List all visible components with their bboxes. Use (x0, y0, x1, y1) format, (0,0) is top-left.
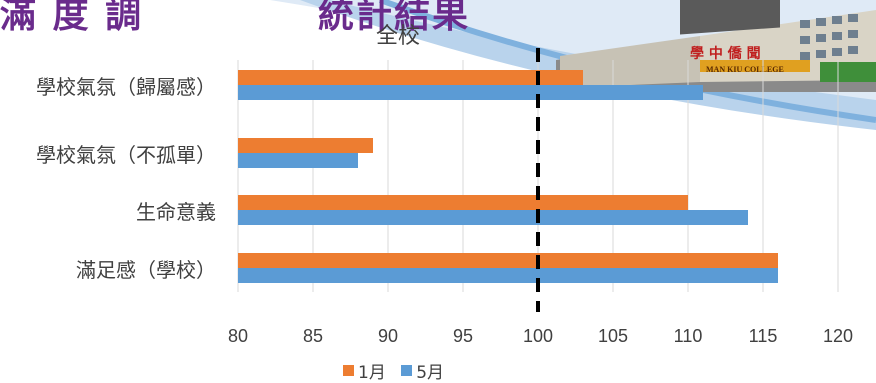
chart-title: 全校 (376, 24, 421, 49)
bar-jan-cat0 (238, 70, 583, 85)
x-tick-label: 100 (522, 326, 554, 346)
x-tick-label: 95 (452, 326, 474, 346)
legend-item-may: 5月 (401, 358, 444, 383)
legend-item-jan: 1月 (343, 358, 386, 383)
bar-may-cat2 (238, 210, 748, 225)
x-tick-label: 80 (227, 326, 249, 346)
x-tick-label: 85 (302, 326, 324, 346)
x-tick-label: 110 (673, 326, 703, 346)
category-label: 學校氣氛（歸屬感） (36, 75, 216, 99)
legend: 1月 5月 (343, 358, 454, 383)
category-label: 滿足感（學校） (76, 258, 216, 282)
bar-jan-cat2 (238, 195, 688, 210)
bar-may-cat1 (238, 153, 358, 168)
building-sign-en: MAN KIU COLLEGE (706, 65, 784, 74)
legend-swatch-jan (343, 365, 354, 376)
x-tick-label: 105 (597, 326, 629, 346)
x-tick-label: 90 (377, 326, 399, 346)
banner-title-left: 滿 度 調 (0, 0, 144, 36)
bar-may-cat3 (238, 268, 778, 283)
bar-may-cat0 (238, 85, 703, 100)
legend-swatch-may (401, 365, 413, 376)
building-sign: 學 中 僑 聞 (690, 45, 761, 62)
legend-label-jan: 1月 (358, 363, 386, 383)
bar-jan-cat1 (238, 138, 373, 153)
banner-title-right: 統計結果 (318, 0, 471, 36)
banner-title: 滿 度 調 統計結果 (0, 0, 468, 36)
category-label: 生命意義 (136, 200, 216, 224)
category-label: 學校氣氛（不孤單） (36, 143, 216, 167)
x-tick-label: 115 (748, 326, 778, 346)
legend-label-may: 5月 (416, 363, 445, 383)
x-tick-label: 120 (822, 326, 854, 346)
bar-jan-cat3 (238, 253, 778, 268)
school-building-image: 學 中 僑 聞 MAN KIU COLLEGE (556, 0, 876, 92)
